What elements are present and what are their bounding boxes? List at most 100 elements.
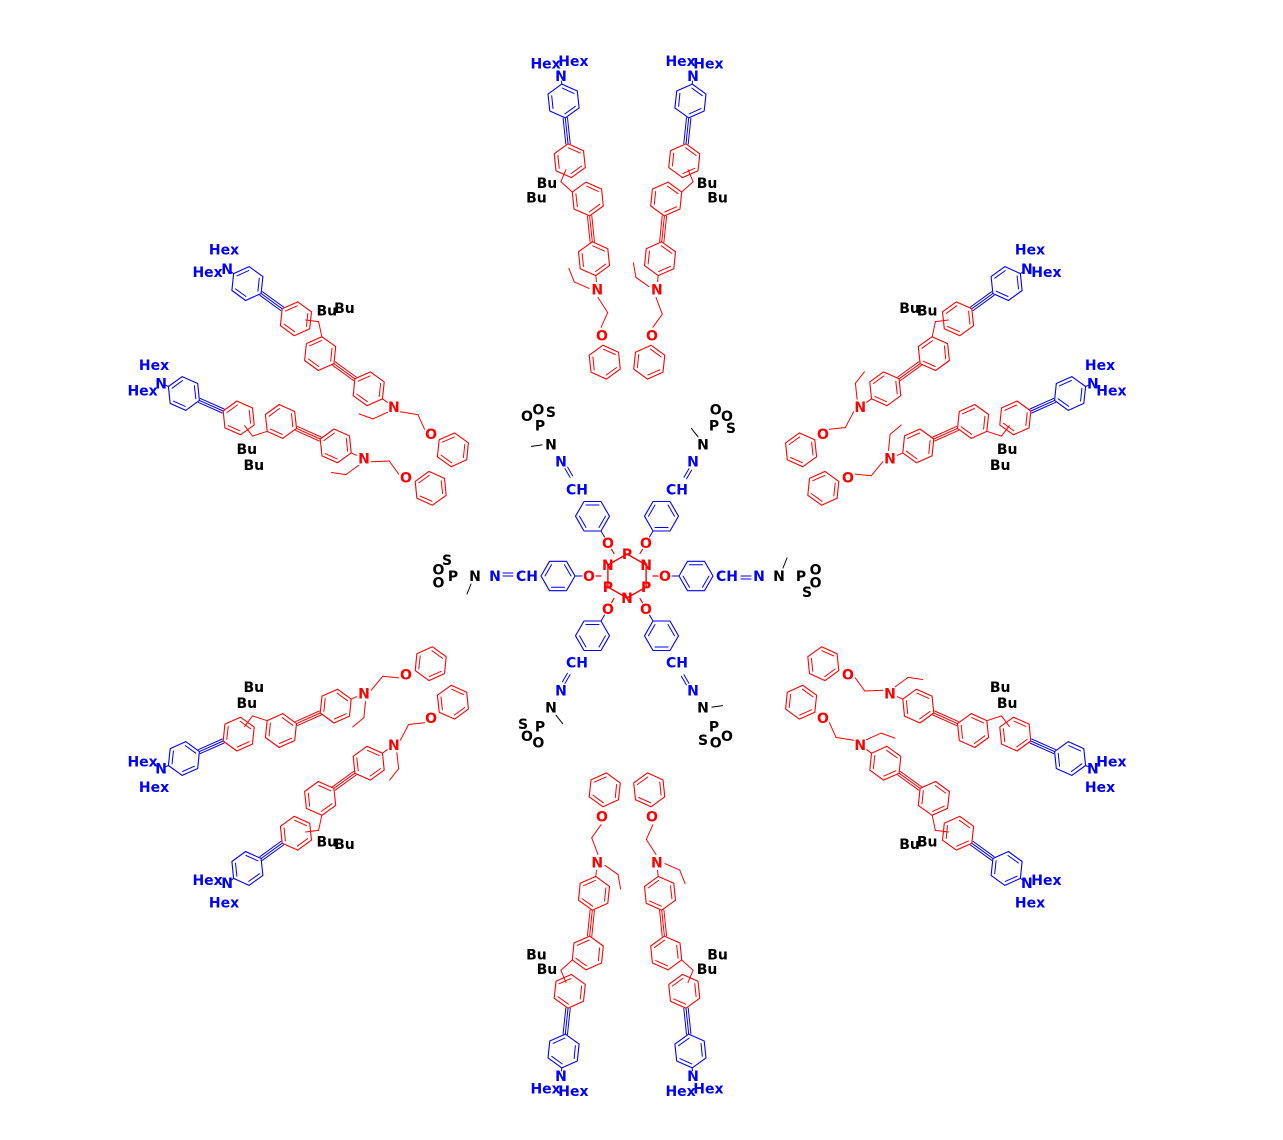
alkyne-bond (259, 840, 282, 858)
ether-oxygen: O (817, 711, 829, 727)
thiophosphoryl-sulfur: S (802, 585, 812, 601)
branch-phenyl-ring-double-bond (636, 354, 640, 368)
amine-nitrogen: N (358, 686, 370, 702)
fluorene-ring-double-bond (653, 939, 666, 949)
hydrazine-nitrogen: N (697, 701, 709, 717)
branch-phenyl-ring-double-bond (593, 776, 607, 783)
fluorene-ring-double-bond (283, 323, 296, 333)
fluorene-ring-double-bond (667, 185, 679, 195)
terminal-phenyl-ring-double-bond (678, 92, 681, 107)
core-oxygen: O (659, 569, 671, 585)
thiophosphoryl-sulfur: S (442, 553, 452, 569)
fluorene-ring-double-bond (588, 203, 601, 213)
ethylene-bond (828, 427, 846, 430)
branch-phenyl-ring (633, 344, 666, 380)
aniline-ring (902, 428, 935, 464)
fluorene-ring-double-bond (676, 944, 679, 959)
alkyne-bond (295, 710, 320, 723)
fluorene-ring-double-bond (1004, 404, 1018, 411)
alkyne-bond (591, 909, 595, 937)
bond (600, 530, 605, 538)
fluorene-ring-double-bond (921, 340, 933, 349)
alkyne-bond (932, 714, 958, 727)
bond (657, 275, 659, 283)
branch-phenyl-ring-double-bond (647, 369, 661, 376)
methyl-bond (711, 705, 724, 708)
alkyne-bond (1029, 742, 1055, 755)
fluorene-ring-double-bond (318, 785, 332, 792)
imine-nitrogen: N (555, 683, 567, 699)
terminal-amine-nitrogen: N (1021, 262, 1033, 278)
alkyne-bond (562, 117, 567, 145)
fluorene-ring-double-bond (575, 957, 587, 967)
hexyl-label: Hex (209, 896, 239, 912)
hydrazine-nitrogen: N (545, 701, 557, 717)
thiophosphoryl-sulfur: S (518, 717, 528, 733)
fluorene-ring-double-bond (586, 185, 599, 192)
branch-phenyl-ring (785, 684, 818, 720)
aniline-ring (869, 371, 902, 407)
bond (595, 275, 597, 283)
fluorene-ring-double-bond (567, 147, 581, 154)
aniline-ring-double-bond (323, 432, 335, 442)
fluorene-ring (279, 301, 313, 337)
alkyne-bond (296, 427, 321, 440)
fluorene-ring-double-bond (671, 152, 675, 167)
fluorene-ring-double-bond (945, 305, 958, 314)
bond (350, 696, 358, 700)
ethyl-bond (331, 472, 347, 476)
linker-phenyl-ring-double-bond (667, 624, 675, 637)
branch-phenyl-ring-double-bond (605, 367, 618, 376)
linker-phenyl-ring-double-bond (579, 635, 587, 648)
alkyne-bond (333, 363, 356, 380)
methyl-bond (782, 557, 788, 569)
fluorene-bridge (681, 959, 694, 971)
fluorene-bridge (687, 969, 694, 983)
ethylene-bond (370, 675, 384, 691)
alkyne-bond (1031, 401, 1056, 414)
branch-phenyl-ring-double-bond (824, 668, 836, 678)
alkyne-bond (260, 293, 283, 310)
ethyl-bond (635, 276, 650, 288)
amine-nitrogen: N (591, 856, 603, 872)
ethylene-bond (864, 689, 884, 692)
ether-oxygen: O (646, 810, 658, 826)
imine-ch: CH (516, 569, 538, 585)
aniline-ring-double-bond (336, 692, 349, 702)
branch-phenyl-ring-double-bond (812, 474, 826, 482)
aniline-ring-double-bond (919, 710, 931, 720)
alkyne-bond (897, 774, 920, 791)
hexyl-label: Hex (1096, 383, 1126, 399)
hydrazine-nitrogen: N (469, 569, 481, 585)
fluorene-ring-double-bond (971, 717, 985, 724)
branch-phenyl-ring-double-bond (440, 480, 444, 495)
terminal-phenyl-ring-double-bond (995, 290, 1009, 297)
aniline-ring-double-bond (895, 380, 898, 395)
fluorene-ring-double-bond (973, 735, 986, 744)
branch-phenyl-ring-double-bond (418, 474, 430, 484)
tert-butyl-label: Bu (997, 696, 1018, 712)
amine-nitrogen: N (884, 686, 896, 702)
alkyne-bond (972, 840, 995, 858)
alkyne-bond (198, 401, 223, 414)
tert-butyl-label: Bu (334, 837, 355, 853)
terminal-phenyl-ring-double-bond (688, 108, 702, 115)
branch-phenyl-ring (807, 646, 840, 682)
hydrazine-nitrogen: N (545, 437, 557, 453)
bond (1019, 877, 1024, 881)
ethyl-bond (617, 874, 622, 890)
tert-butyl-label: Bu (236, 442, 257, 458)
fluorene-ring-double-bond (557, 996, 569, 1005)
hydrazine-nitrogen: N (697, 437, 709, 453)
core-phosphorus-atom: P (603, 580, 613, 596)
hexyl-label: Hex (127, 755, 157, 771)
terminal-phenyl-ring-double-bond (1007, 855, 1019, 864)
tert-butyl-label: Bu (334, 301, 355, 317)
branch-oxygen: O (721, 409, 733, 425)
branch-phenyl-ring-double-bond (428, 670, 442, 678)
terminal-amine-nitrogen: N (221, 876, 233, 892)
aniline-ring-double-bond (649, 900, 662, 907)
ethyl-bond (345, 464, 360, 476)
aniline-ring (352, 745, 385, 781)
core-O-bond (610, 597, 615, 604)
